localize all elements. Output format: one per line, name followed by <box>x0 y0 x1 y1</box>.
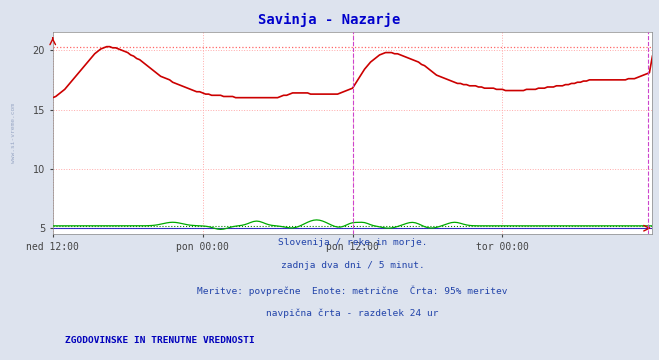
Text: Savinja - Nazarje: Savinja - Nazarje <box>258 13 401 27</box>
Text: Slovenija / reke in morje.: Slovenija / reke in morje. <box>278 238 427 247</box>
Text: zadnja dva dni / 5 minut.: zadnja dva dni / 5 minut. <box>281 261 424 270</box>
Text: navpična črta - razdelek 24 ur: navpična črta - razdelek 24 ur <box>266 309 439 318</box>
Text: ZGODOVINSKE IN TRENUTNE VREDNOSTI: ZGODOVINSKE IN TRENUTNE VREDNOSTI <box>65 336 254 345</box>
Text: Meritve: povprečne  Enote: metrične  Črta: 95% meritev: Meritve: povprečne Enote: metrične Črta:… <box>197 285 508 296</box>
Text: www.si-vreme.com: www.si-vreme.com <box>11 103 16 163</box>
